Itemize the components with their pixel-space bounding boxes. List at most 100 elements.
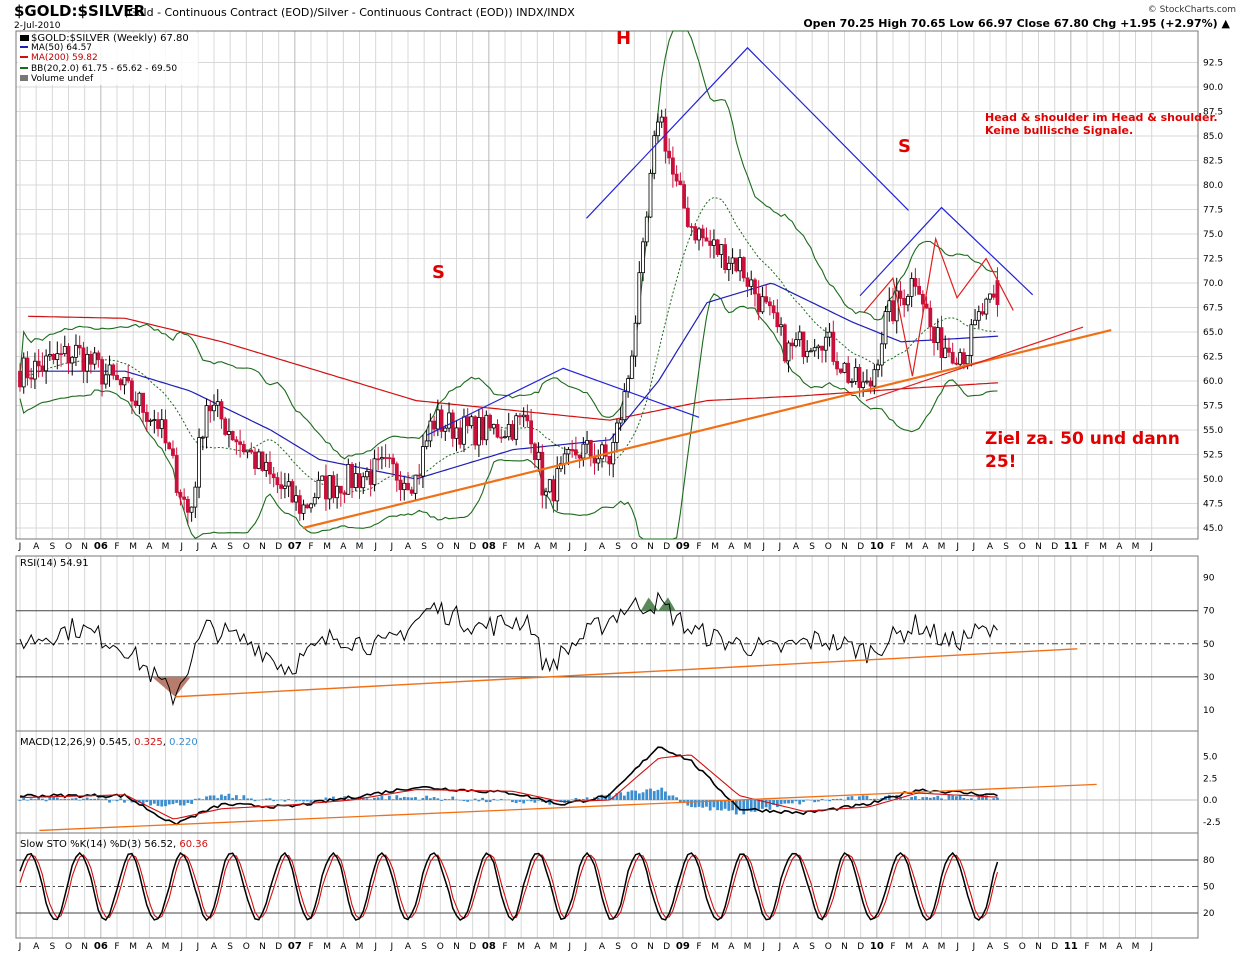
macd-plot (16, 746, 1198, 832)
macd-histogram-bar (18, 800, 22, 801)
macd-histogram-bar (981, 795, 984, 800)
macd-histogram-bar (402, 796, 406, 800)
macd-histogram-bar (988, 799, 992, 801)
month-axis-label: F (114, 542, 119, 552)
macd-histogram-bar (410, 797, 414, 800)
price-axis-tick: 60.0 (1203, 377, 1223, 387)
month-axis-label: F (1084, 542, 1089, 552)
macd-histogram-bar (761, 800, 764, 809)
macd-histogram-bar (660, 787, 664, 800)
macd-histogram-bar (675, 797, 679, 800)
macd-histogram-bar (861, 795, 865, 800)
candle-body (641, 241, 645, 274)
macd-histogram-bar (428, 798, 432, 800)
price-axis-tick: 67.5 (1203, 304, 1223, 314)
rsi-axis-tick: 10 (1203, 706, 1215, 716)
candle-body (566, 449, 571, 455)
month-axis-label: D (1051, 542, 1058, 552)
candle-body (503, 436, 507, 439)
month-axis-label: J (778, 542, 782, 552)
macd-histogram-bar (179, 800, 182, 806)
month-axis-label: A (534, 942, 541, 952)
macd-histogram-bar (48, 796, 52, 800)
candle-body (670, 157, 675, 175)
candle-body (324, 475, 328, 500)
candle-body (920, 293, 925, 305)
candle-body (107, 364, 112, 376)
candle-body (223, 418, 228, 435)
candle-body (965, 355, 970, 365)
macd-histogram-bar (175, 800, 179, 803)
month-axis-label: O (243, 942, 250, 952)
month-axis-label: N (453, 542, 460, 552)
macd-histogram-bar (779, 800, 783, 805)
month-axis-label: M (550, 542, 558, 552)
macd-histogram-bar (149, 800, 152, 806)
macd-histogram-bar (369, 799, 373, 800)
macd-histogram-bar (361, 797, 365, 800)
candle-body (428, 420, 433, 442)
candle-body (715, 239, 720, 255)
macd-histogram-bar (615, 793, 619, 800)
macd-histogram-bar (246, 798, 249, 800)
candle-body (689, 226, 694, 228)
candle-body (51, 354, 56, 360)
candle-body (827, 331, 832, 338)
macd-histogram-bar (67, 799, 70, 800)
macd-histogram-bar (757, 800, 761, 810)
candle-body (290, 481, 295, 503)
candle-body (797, 331, 802, 341)
macd-histogram-bar (809, 800, 813, 801)
macd-histogram-bar (585, 797, 589, 800)
rsi-trendline (175, 648, 1078, 698)
price-axis-tick: 72.5 (1203, 255, 1223, 265)
macd-histogram-bar (596, 797, 600, 800)
macd-histogram-bar (816, 800, 820, 802)
candle-body (200, 436, 205, 439)
candle-body (674, 173, 679, 182)
month-axis-label: D (1051, 942, 1058, 952)
candle-body (33, 360, 37, 380)
month-axis-label: S (809, 542, 815, 552)
macd-histogram-bar (977, 796, 981, 800)
candle-body (495, 423, 500, 438)
rsi-overbought-fill (640, 597, 676, 611)
month-axis-label: J (196, 942, 200, 952)
sto-axis-tick: 20 (1203, 909, 1215, 919)
candle-body (708, 240, 713, 246)
candle-body (454, 427, 459, 439)
macd-histogram-bar (910, 796, 914, 800)
price-axis-tick: 85.0 (1203, 132, 1223, 142)
macd-histogram-bar (533, 800, 537, 803)
month-axis-label: O (437, 942, 444, 952)
macd-histogram-bar (518, 800, 522, 802)
month-axis-label: J (972, 542, 976, 552)
candle-body (771, 305, 776, 314)
month-axis-label: D (857, 542, 864, 552)
candle-body (809, 350, 813, 353)
macd-histogram-bar (451, 796, 455, 800)
month-axis-label: M (517, 942, 525, 952)
month-axis-label: F (696, 942, 701, 952)
macd-histogram-bar (902, 799, 906, 800)
pattern-inner-lines-red (863, 236, 1014, 377)
candle-body (682, 184, 686, 209)
grid-layer (16, 31, 1198, 938)
macd-histogram-bar (302, 800, 305, 802)
candle-body (130, 380, 134, 402)
macd-histogram-bar (324, 797, 328, 800)
month-axis-label: M (550, 942, 558, 952)
price-axis-tick: 55.0 (1203, 426, 1223, 436)
legend-swatch-volume (20, 75, 28, 81)
candle-body (208, 405, 213, 412)
ma50-line (28, 282, 999, 480)
macd-histogram-bar (261, 799, 264, 800)
macd-histogram-bar (85, 797, 89, 800)
macd-histogram-bar (697, 800, 701, 807)
macd-histogram-bar (399, 797, 402, 800)
candle-body (749, 279, 754, 287)
macd-histogram-bar (74, 797, 78, 800)
macd-histogram-bar (641, 792, 645, 800)
macd-histogram-bar (783, 800, 787, 804)
candle-body (656, 121, 660, 137)
